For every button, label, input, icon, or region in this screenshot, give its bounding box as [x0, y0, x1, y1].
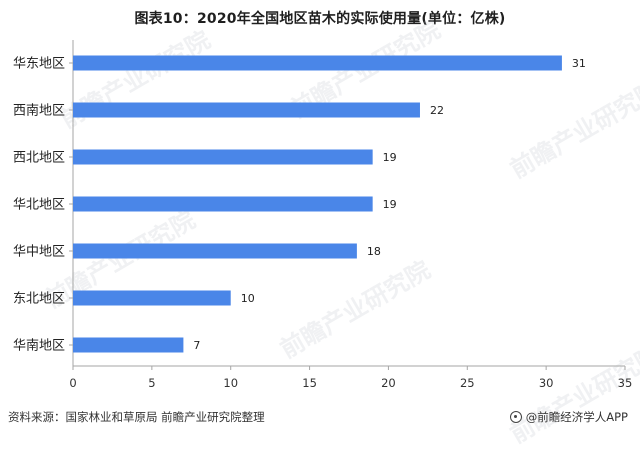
- bar: [73, 243, 357, 259]
- x-tick-label: 10: [223, 376, 238, 390]
- bar: [73, 337, 184, 353]
- data-label: 22: [430, 104, 444, 117]
- bar-chart: 华东地区 31 西南地区 22 西北地区 19 华北地区 19 华中地区 18 东北地区 10 华南地区…: [13, 40, 633, 390]
- bar: [73, 102, 420, 118]
- bar: [73, 196, 373, 212]
- x-tick-label: 35: [618, 376, 633, 390]
- x-tick-label: 20: [381, 376, 396, 390]
- data-label: 10: [241, 292, 255, 305]
- data-label: 19: [383, 151, 397, 164]
- brand-text: @前瞻经济学人APP: [525, 410, 628, 424]
- y-tick-label: 华东地区: [13, 57, 65, 72]
- y-tick-label: 华北地区: [13, 198, 65, 213]
- y-tick-label: 东北地区: [13, 292, 65, 307]
- y-tick-label: 华南地区: [13, 338, 65, 354]
- x-tick-label: 25: [460, 376, 475, 390]
- data-label: 19: [383, 198, 397, 211]
- brand-footer: @前瞻经济学人APP: [509, 409, 628, 425]
- data-label: 7: [193, 339, 200, 352]
- data-label: 31: [572, 57, 586, 70]
- y-tick-label: 西北地区: [13, 151, 65, 166]
- y-tick-label: 西南地区: [13, 103, 65, 119]
- chart-page: 图表10：2020年全国地区苗木的实际使用量(单位：亿株) 前瞻产业研究院 前瞻…: [8, 11, 640, 449]
- chart-title: 图表10：2020年全国地区苗木的实际使用量(单位：亿株): [134, 11, 506, 27]
- bar: [73, 290, 231, 306]
- x-tick-label: 0: [69, 376, 76, 390]
- x-tick-label: 30: [539, 376, 554, 390]
- bar: [73, 55, 562, 71]
- x-tick-label: 5: [148, 376, 155, 390]
- x-tick-label: 15: [302, 376, 317, 390]
- bar: [73, 149, 373, 165]
- y-tick-label: 华中地区: [13, 245, 65, 260]
- data-label: 18: [367, 245, 381, 258]
- brand-logo-icon: [509, 411, 522, 423]
- source-note: 资料来源：国家林业和草原局 前瞻产业研究院整理: [8, 410, 265, 424]
